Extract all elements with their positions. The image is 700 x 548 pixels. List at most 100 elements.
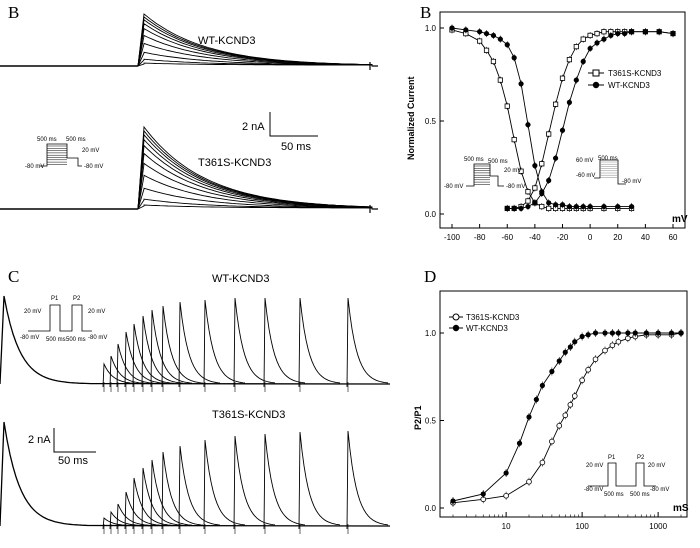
panel-c: C WT-KCND3 T361S-KCND3 2 nA 50 ms P1 P2 … xyxy=(0,267,391,534)
panel-d-inset-t2: 500 ms xyxy=(630,492,650,498)
panel-b-point xyxy=(546,177,552,184)
panel-c-traces xyxy=(0,295,391,534)
panel-c-proto-p2: P2 xyxy=(73,296,81,302)
panel-d-point xyxy=(503,470,509,476)
legend-d-text-wt: WT-KCND3 xyxy=(466,324,508,333)
panel-c-wt-p2-trace xyxy=(346,297,389,388)
legend-d-marker-wt xyxy=(452,324,460,332)
panel-b-point xyxy=(615,203,621,210)
panel-b-point xyxy=(546,200,552,206)
panel-b-point xyxy=(587,32,593,39)
panel-b-point xyxy=(628,203,635,210)
panel-b-point xyxy=(601,203,607,210)
panel-b-xtick-label: -100 xyxy=(444,233,461,242)
panel-b-point xyxy=(511,136,517,143)
panel-b-point xyxy=(559,75,566,81)
panel-c-mut-p2-trace xyxy=(233,435,276,530)
panel-d-inset-p1: P1 xyxy=(608,455,616,461)
panel-b-series-line xyxy=(451,29,632,209)
panel-d-inset: P1 P2 20 mV 20 mV -80 mV -80 mV 500 ms 5… xyxy=(584,455,669,498)
panel-b-point xyxy=(504,42,510,48)
panel-d-point xyxy=(643,330,649,336)
panel-d-point xyxy=(516,440,523,446)
panel-b-point xyxy=(552,101,559,107)
panel-d-point xyxy=(609,330,615,336)
panel-d-point xyxy=(632,330,638,336)
panel-d-series-1 xyxy=(450,329,684,505)
panel-b-point xyxy=(504,205,510,212)
panel-b-point xyxy=(580,203,586,210)
panel-b-xtick-label: -80 xyxy=(474,233,486,242)
panel-d-ytick-label: 1.0 xyxy=(425,329,437,338)
panel-c-mut-p2-trace xyxy=(102,517,144,530)
panel-c-wt-p1-trace xyxy=(0,295,391,385)
panel-d-point xyxy=(549,438,555,445)
panel-a-scale-time: 50 ms xyxy=(281,141,311,153)
panel-b-point xyxy=(497,36,503,42)
panel-b-point xyxy=(525,122,531,128)
panel-b-label: B xyxy=(420,3,431,22)
panel-d-plot-frame xyxy=(439,290,688,518)
panel-b-point xyxy=(608,32,614,39)
panel-b-inset-right-t: 500 ms xyxy=(598,156,618,162)
panel-b-xtick-label: 40 xyxy=(641,233,650,242)
panel-b-xtick-label: 60 xyxy=(669,233,678,242)
panel-d-point xyxy=(571,393,578,399)
panel-b-point xyxy=(573,77,579,83)
panel-b-series-line xyxy=(507,31,674,209)
panel-c-wt-p2-trace xyxy=(233,297,276,388)
panel-b-inset-right: 60 mV 500 ms -60 mV -80 mV xyxy=(576,156,641,185)
panel-d-point xyxy=(526,414,532,420)
panel-d-inset-vhold-left: -80 mV xyxy=(584,487,603,493)
legend-d-text-mut: T361S-KCND3 xyxy=(466,313,520,322)
panel-d-point xyxy=(567,344,573,350)
panel-c-mut-p2-trace xyxy=(161,451,204,530)
panel-c-mut-p2-trace xyxy=(263,433,306,530)
panel-b-point xyxy=(497,77,503,83)
panel-a-traces xyxy=(0,13,378,213)
legend-b-marker-mut xyxy=(592,69,600,77)
panel-b-point xyxy=(532,200,538,206)
panel-b-point xyxy=(580,36,586,42)
panel-c-protocol-steps xyxy=(28,304,92,332)
panel-d-inset-vhold-right: -80 mV xyxy=(650,487,669,493)
panel-b-series xyxy=(449,24,676,212)
panel-c-label: C xyxy=(8,267,19,286)
panel-b-inset-right-vtop: 60 mV xyxy=(576,158,593,164)
panel-c-scale-bar xyxy=(53,428,96,453)
panel-b-point xyxy=(573,203,579,210)
panel-a-protocol-inset: 500 ms 500 ms 20 mV -80 mV -80 mV xyxy=(25,137,103,170)
panel-b-xtick-label: -40 xyxy=(529,233,541,242)
panel-b-point xyxy=(628,29,635,35)
panel-d-point xyxy=(450,498,456,504)
panel-a-proto-vtest: 20 mV xyxy=(82,148,99,154)
legend-b-marker-wt xyxy=(592,81,600,89)
panel-d-point xyxy=(615,330,621,336)
panel-b-inset-left-t2: 500 ms xyxy=(488,159,508,165)
panel-d-point xyxy=(592,330,599,336)
panel-a: B WT-KCND3 T361S-KCND3 2 nA 50 ms 500 ms… xyxy=(0,3,378,213)
panel-d-point xyxy=(567,401,574,408)
panel-b-ytick-label: 0.5 xyxy=(425,117,437,126)
panel-b-point xyxy=(642,29,648,35)
panel-d-point xyxy=(609,342,616,349)
panel-d-point xyxy=(655,330,661,336)
panel-d-point xyxy=(562,349,568,355)
panel-b-inset-left-steps xyxy=(466,163,504,187)
panel-c-proto-vhold-left: -80 mV xyxy=(20,335,39,341)
panel-c-proto-vhold-right: -80 mV xyxy=(88,335,107,341)
panel-b-point xyxy=(546,205,552,212)
legend-d-marker-mut xyxy=(452,313,460,321)
panel-b-legend: T361S-KCND3 WT-KCND3 xyxy=(588,69,662,90)
panel-d-inset-vtest-left: 20 mV xyxy=(586,463,603,469)
panel-b-inset-left-vend: -80 mV xyxy=(506,184,525,190)
panel-d-point xyxy=(539,382,545,389)
panel-c-proto-t2: 500 ms xyxy=(66,337,86,343)
panel-d-point xyxy=(625,330,631,336)
panel-b-point xyxy=(490,58,497,65)
panel-b-inset-right-vbottom: -60 mV xyxy=(576,173,595,179)
panel-d-point xyxy=(668,330,675,336)
panel-b-point xyxy=(477,38,483,44)
panel-a-scale-bar xyxy=(269,112,318,137)
